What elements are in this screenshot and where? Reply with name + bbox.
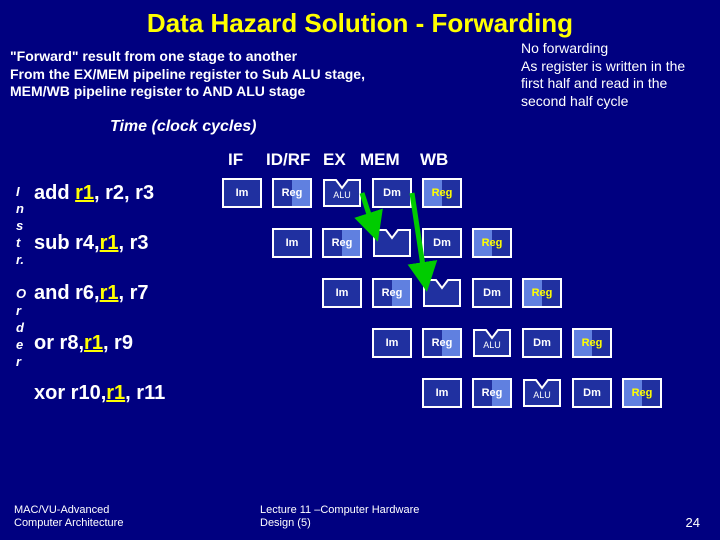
svg-text:ALU: ALU	[533, 390, 551, 400]
stage-dm: Dm	[572, 378, 612, 408]
stage-header-ex: EX	[323, 150, 346, 170]
stage-reg-wb: Reg	[472, 228, 512, 258]
instr-or: or r8,r1, r9	[34, 332, 133, 355]
instr-add: add r1, r2, r3	[34, 182, 154, 205]
svg-text:ALU: ALU	[483, 340, 501, 350]
stage-reg: Reg	[322, 228, 362, 258]
stage-im: Im	[322, 278, 362, 308]
svg-text:ALU: ALU	[333, 190, 351, 200]
stage-reg: Reg	[272, 178, 312, 208]
stage-alu	[422, 278, 462, 308]
stage-reg-wb: Reg	[422, 178, 462, 208]
stage-reg-wb: Reg	[572, 328, 612, 358]
stage-alu: ALU	[522, 378, 562, 408]
stage-dm: Dm	[372, 178, 412, 208]
instr-and: and r6,r1, r7	[34, 282, 149, 305]
intro-right-line: No forwarding	[521, 40, 706, 58]
stage-im: Im	[372, 328, 412, 358]
time-label: Time (clock cycles)	[110, 118, 256, 136]
stage-header-id: ID/RF	[266, 150, 310, 170]
instr-xor: xor r10,r1, r11	[34, 382, 165, 405]
stage-im: Im	[422, 378, 462, 408]
stage-alu: ALU	[322, 178, 362, 208]
stage-dm: Dm	[522, 328, 562, 358]
intro-left-line: "Forward" result from one stage to anoth…	[10, 48, 430, 66]
stage-dm: Dm	[422, 228, 462, 258]
slide-number: 24	[686, 515, 700, 530]
stage-reg-wb: Reg	[522, 278, 562, 308]
stage-header-mem: MEM	[360, 150, 400, 170]
intro-left-line: MEM/WB pipeline register to AND ALU stag…	[10, 83, 430, 101]
stage-reg: Reg	[472, 378, 512, 408]
page-title: Data Hazard Solution - Forwarding	[0, 0, 720, 45]
stage-im: Im	[272, 228, 312, 258]
intro-left: "Forward" result from one stage to anoth…	[10, 48, 430, 101]
stage-header-if: IF	[228, 150, 243, 170]
stage-dm: Dm	[472, 278, 512, 308]
intro-right: No forwarding As register is written in …	[521, 40, 706, 110]
vertical-label: I n s t r. O r d e r	[16, 185, 26, 372]
stage-im: Im	[222, 178, 262, 208]
stage-reg-wb: Reg	[622, 378, 662, 408]
intro-right-line: As register is written in the first half…	[521, 58, 706, 111]
intro-left-line: From the EX/MEM pipeline register to Sub…	[10, 66, 430, 84]
stage-alu	[372, 228, 412, 258]
footer-center: Lecture 11 –Computer Hardware Design (5)	[260, 504, 419, 530]
stage-reg: Reg	[372, 278, 412, 308]
stage-header-wb: WB	[420, 150, 448, 170]
instr-sub: sub r4,r1, r3	[34, 232, 149, 255]
footer-left: MAC/VU-Advanced Computer Architecture	[14, 504, 123, 530]
stage-reg: Reg	[422, 328, 462, 358]
stage-alu: ALU	[472, 328, 512, 358]
